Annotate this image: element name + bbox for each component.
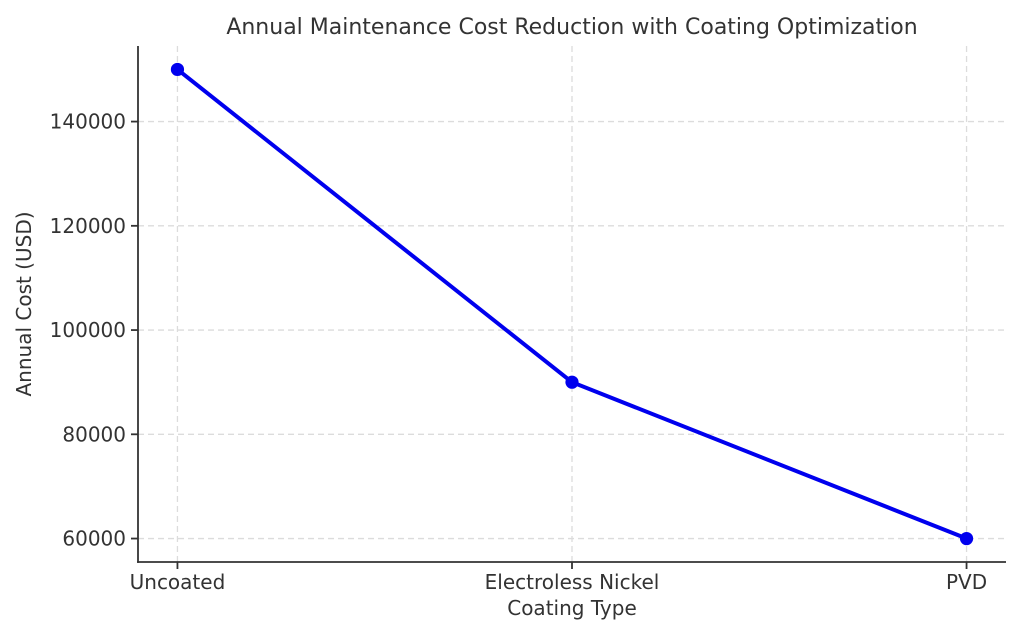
y-tick-label: 60000 xyxy=(62,527,126,551)
x-tick-label: Electroless Nickel xyxy=(485,570,660,594)
grid-layer xyxy=(138,46,1006,562)
y-axis-label: Annual Cost (USD) xyxy=(12,211,36,396)
y-tick-label: 140000 xyxy=(50,110,126,134)
x-axis-label: Coating Type xyxy=(507,596,637,620)
line-series xyxy=(170,62,974,546)
y-tick-label: 100000 xyxy=(50,318,126,342)
data-point xyxy=(565,375,579,389)
y-tick-label: 80000 xyxy=(62,422,126,446)
x-tick-label: PVD xyxy=(946,570,987,594)
x-tick-label: Uncoated xyxy=(130,570,226,594)
axis-layer: 60000 80000 100000 120000 140000 Uncoated Elec… xyxy=(50,46,1006,594)
data-point xyxy=(170,62,185,77)
data-point xyxy=(959,531,974,546)
chart-title: Annual Maintenance Cost Reduction with C… xyxy=(226,15,917,40)
y-tick-label: 120000 xyxy=(50,214,126,238)
